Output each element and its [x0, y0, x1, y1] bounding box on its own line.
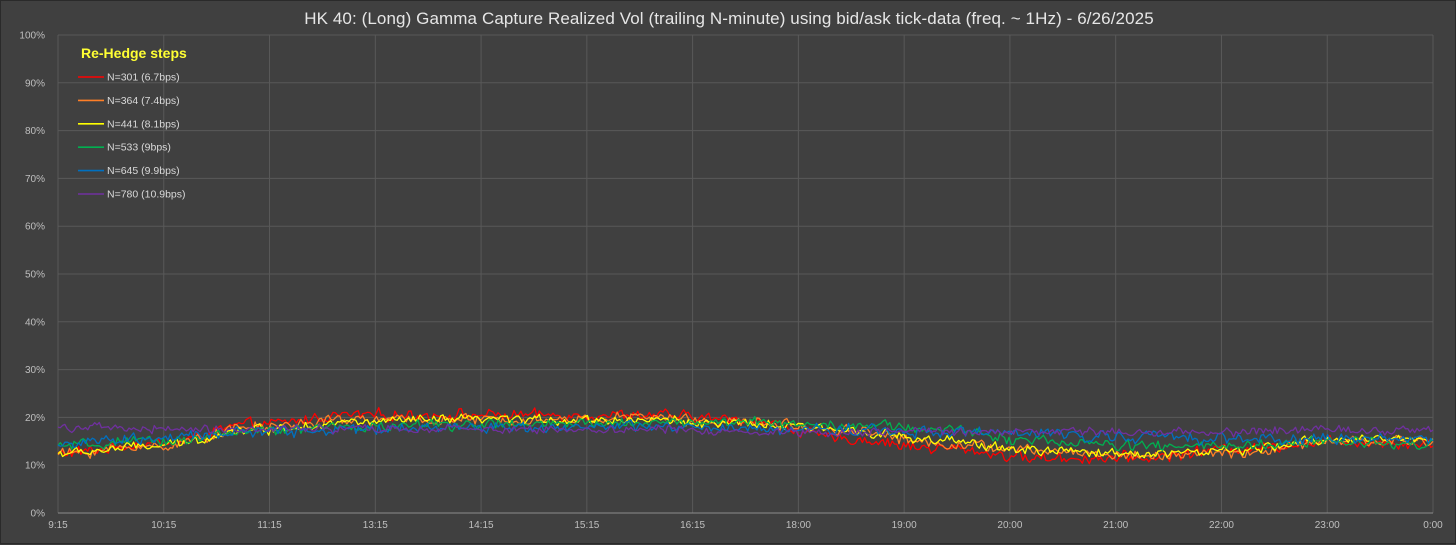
x-tick-label: 9:15: [48, 520, 68, 531]
x-tick-label: 14:15: [469, 520, 494, 531]
series-line: [57, 421, 1434, 438]
x-tick-label: 18:00: [786, 520, 811, 531]
x-tick-label: 22:00: [1209, 520, 1234, 531]
x-tick-label: 21:00: [1103, 520, 1128, 531]
y-tick-label: 0%: [31, 509, 46, 520]
x-tick-label: 20:00: [997, 520, 1022, 531]
x-tick-label: 15:15: [574, 520, 599, 531]
legend-title: Re-Hedge steps: [81, 45, 187, 61]
y-tick-label: 10%: [25, 461, 45, 472]
legend-item-label: N=441 (8.1bps): [107, 118, 180, 130]
y-tick-label: 80%: [25, 126, 45, 137]
x-tick-label: 0:00: [1423, 520, 1443, 531]
chart-title: HK 40: (Long) Gamma Capture Realized Vol…: [304, 9, 1154, 28]
series-line: [57, 415, 1434, 452]
x-tick-label: 23:00: [1315, 520, 1340, 531]
legend-item-label: N=780 (10.9bps): [107, 189, 186, 201]
y-tick-label: 90%: [25, 78, 45, 89]
x-tick-label: 16:15: [680, 520, 705, 531]
legend-item-label: N=533 (9bps): [107, 142, 171, 154]
y-tick-label: 70%: [25, 174, 45, 185]
x-tick-label: 10:15: [151, 520, 176, 531]
x-tick-label: 19:00: [892, 520, 917, 531]
y-tick-label: 20%: [25, 413, 45, 424]
series-line: [57, 419, 1434, 449]
legend-item-label: N=301 (6.7bps): [107, 72, 180, 84]
x-tick-label: 11:15: [257, 520, 282, 531]
y-tick-label: 60%: [25, 222, 45, 233]
y-tick-label: 50%: [25, 270, 45, 281]
legend-item-label: N=645 (9.9bps): [107, 165, 180, 177]
y-tick-label: 40%: [25, 317, 45, 328]
y-tick-label: 30%: [25, 365, 45, 376]
legend-item-label: N=364 (7.4bps): [107, 95, 180, 107]
x-tick-label: 13:15: [363, 520, 388, 531]
legend: Re-Hedge steps N=301 (6.7bps) N=364 (7.4bp…: [78, 45, 187, 201]
y-tick-label: 100%: [19, 31, 45, 42]
